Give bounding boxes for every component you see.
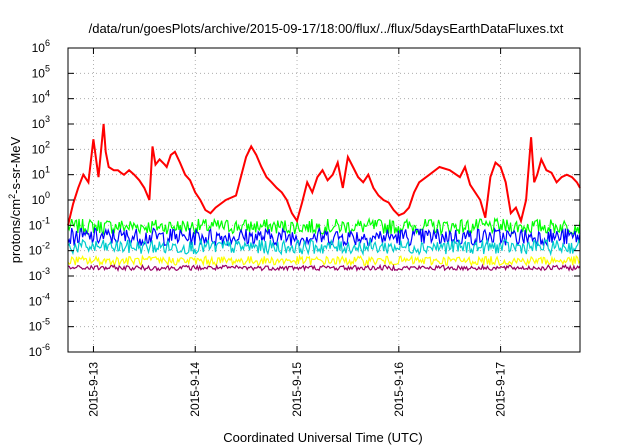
y-tick-label-exponent: -3 — [42, 266, 50, 276]
y-tick-label-base: 10 — [29, 269, 43, 283]
y-axis-label-tail: -s-sr-MeV — [8, 136, 23, 193]
x-tick-label: 2015-9-14 — [188, 362, 202, 417]
y-tick-label-exponent: -6 — [42, 342, 50, 352]
y-tick-label: 10-5 — [29, 317, 50, 334]
y-tick-label: 10-1 — [29, 215, 50, 232]
y-tick-label-exponent: 0 — [45, 190, 50, 200]
y-tick-label-base: 10 — [29, 244, 43, 258]
y-tick-label-base: 10 — [32, 117, 46, 131]
flux-band-yellow — [67, 254, 581, 268]
x-tick-label: 2015-9-13 — [86, 362, 100, 417]
x-tick-label: 2015-9-17 — [494, 362, 508, 417]
y-tick-label-base: 10 — [29, 218, 43, 232]
y-tick-label: 10-2 — [29, 241, 50, 258]
y-tick-label-exponent: 6 — [45, 38, 50, 48]
y-tick-label-exponent: 3 — [45, 114, 50, 124]
chart-title: /data/run/goesPlots/archive/2015-09-17/1… — [89, 21, 564, 36]
y-tick-label-base: 10 — [29, 345, 43, 359]
y-tick-label: 101 — [32, 165, 50, 182]
y-tick-label-exponent: -1 — [42, 215, 50, 225]
y-tick-labels: 10-610-510-410-310-210-11001011021031041… — [29, 38, 50, 359]
y-tick-label-base: 10 — [29, 294, 43, 308]
flux-band-blue — [67, 226, 581, 247]
y-tick-label: 10-3 — [29, 266, 50, 283]
x-tick-label: 2015-9-15 — [290, 362, 304, 417]
y-tick-label: 106 — [32, 38, 50, 55]
y-tick-label-exponent: 5 — [45, 63, 50, 73]
y-tick-label-exponent: 1 — [45, 165, 50, 175]
ticks — [68, 47, 580, 353]
y-tick-label-base: 10 — [29, 320, 43, 334]
y-tick-label: 104 — [32, 89, 50, 106]
flux-series-red — [67, 123, 581, 226]
y-tick-label-base: 10 — [32, 41, 46, 55]
y-tick-label-exponent: 2 — [45, 139, 50, 149]
series-layer — [67, 123, 581, 273]
y-tick-label: 100 — [32, 190, 50, 207]
flux-band-purple — [67, 263, 581, 273]
y-tick-label-exponent: -2 — [42, 241, 50, 251]
y-tick-label-exponent: -4 — [42, 291, 50, 301]
x-axis-label: Coordinated Universal Time (UTC) — [223, 430, 422, 445]
y-tick-label-exponent: 4 — [45, 89, 50, 99]
flux-band-green — [67, 216, 581, 236]
y-axis-label-sup: 2 — [7, 194, 17, 199]
y-axis-label: protons/cm2-s-sr-MeV — [7, 136, 23, 263]
y-tick-label-base: 10 — [32, 168, 46, 182]
y-tick-label: 102 — [32, 139, 50, 156]
y-tick-label: 103 — [32, 114, 50, 131]
y-axis-label-base: protons/cm — [8, 199, 23, 263]
y-tick-label: 105 — [32, 63, 50, 80]
y-tick-label-base: 10 — [32, 142, 46, 156]
x-tick-labels: 2015-9-13 2015-9-14 2015-9-15 2015-9-16 2015… — [86, 362, 507, 417]
grid — [68, 47, 580, 353]
y-tick-label-base: 10 — [32, 66, 46, 80]
y-tick-label: 10-6 — [29, 342, 50, 359]
y-tick-label-base: 10 — [32, 92, 46, 106]
y-tick-label: 10-4 — [29, 291, 50, 308]
y-tick-label-exponent: -5 — [42, 317, 50, 327]
y-tick-label-base: 10 — [32, 193, 46, 207]
flux-band-cyan — [67, 237, 581, 257]
x-tick-label: 2015-9-16 — [392, 362, 406, 417]
